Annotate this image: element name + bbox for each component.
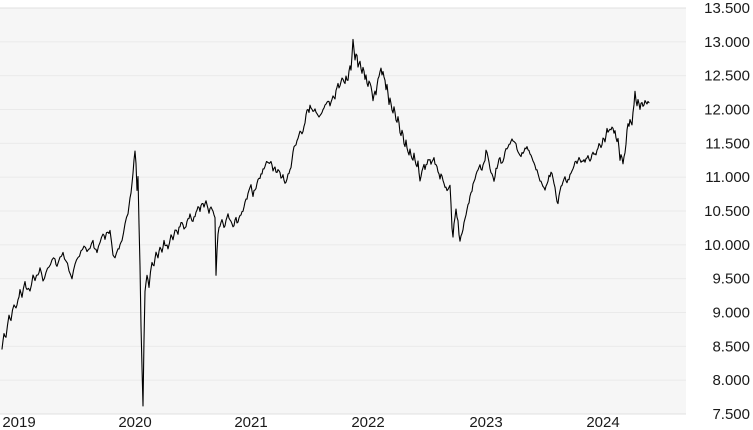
y-axis-label: 12.500: [704, 68, 750, 85]
x-axis-label: 2020: [118, 414, 151, 430]
x-axis-label: 2021: [234, 414, 267, 430]
x-axis-label: 2019: [2, 414, 35, 430]
y-axis-label: 11.500: [705, 135, 750, 152]
x-axis-label: 2023: [469, 414, 502, 430]
y-axis-label: 8.000: [712, 372, 750, 389]
y-axis-label: 11.000: [705, 169, 750, 186]
y-axis-label: 10.500: [704, 203, 750, 220]
y-axis-label: 7.500: [712, 406, 750, 423]
y-axis-label: 12.000: [704, 102, 750, 119]
y-axis-label: 8.500: [712, 338, 750, 355]
x-axis-label: 2022: [351, 414, 384, 430]
y-axis-label: 9.500: [712, 271, 750, 288]
y-axis-label: 13.500: [704, 0, 750, 17]
y-axis-label: 10.000: [704, 237, 750, 254]
price-line: [1, 38, 650, 407]
y-axis-label: 9.000: [712, 305, 750, 322]
x-axis-label: 2024: [586, 414, 619, 430]
y-axis-label: 13.000: [704, 34, 750, 51]
